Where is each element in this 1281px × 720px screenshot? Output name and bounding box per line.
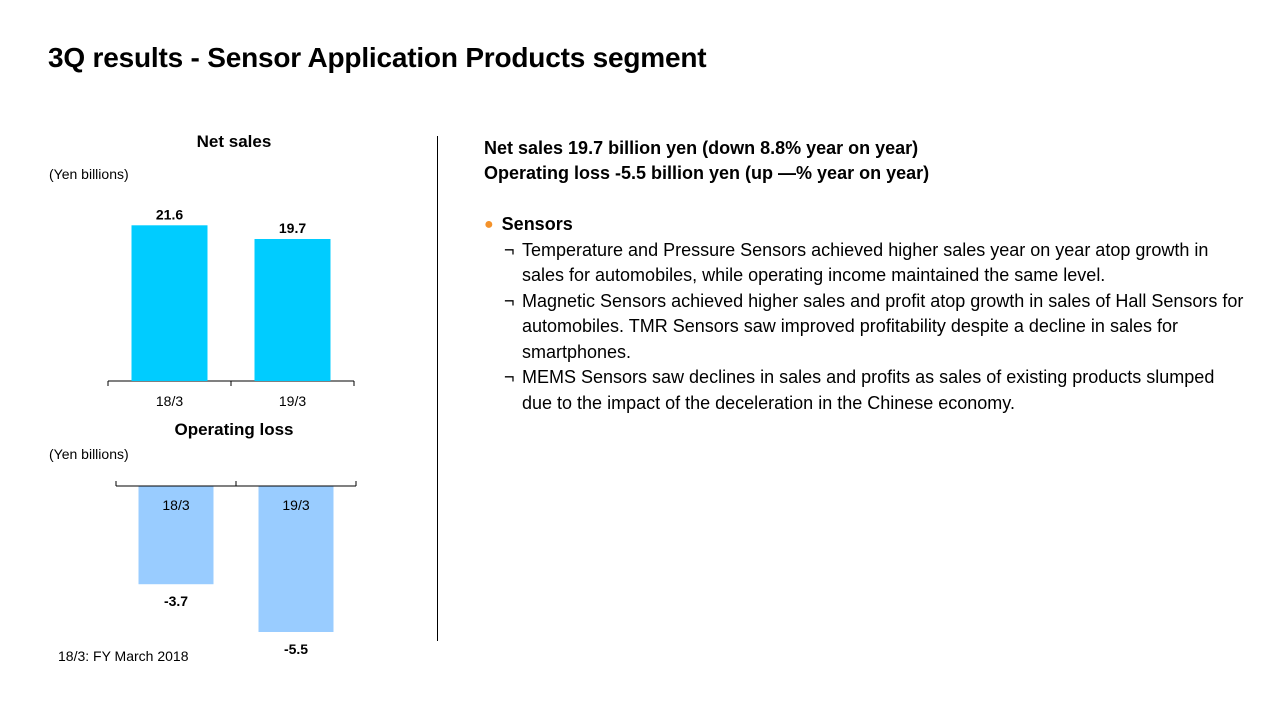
bar-value-label: -3.7 xyxy=(164,593,188,609)
net-sales-bar xyxy=(254,238,331,381)
bar-value-label: 19.7 xyxy=(279,220,306,236)
bullet-text: Temperature and Pressure Sensors achieve… xyxy=(522,239,1209,286)
bullet-text: Magnetic Sensors achieved higher sales a… xyxy=(522,290,1244,362)
bar-value-label: 21.6 xyxy=(156,206,183,222)
bullet-item: ¬ Temperature and Pressure Sensors achie… xyxy=(484,238,1244,289)
bullet-mark-icon: ¬ xyxy=(504,290,515,311)
bullet-mark-icon: ¬ xyxy=(504,239,515,260)
operating-loss-chart-title: Operating loss xyxy=(174,420,294,439)
operating-loss-bar xyxy=(258,486,334,632)
x-tick-label: 19/3 xyxy=(282,497,309,513)
operating-loss-headline: Operating loss -5.5 billion yen (up —% y… xyxy=(484,163,930,183)
footnote: 18/3: FY March 2018 xyxy=(58,648,189,664)
section-heading: ● Sensors xyxy=(484,212,1244,238)
sensors-section: ● Sensors ¬ Temperature and Pressure Sen… xyxy=(484,212,1244,416)
sensor-bullet-list: ¬ Temperature and Pressure Sensors achie… xyxy=(484,238,1244,417)
x-tick-label: 19/3 xyxy=(279,393,306,409)
slide-title: 3Q results - Sensor Application Products… xyxy=(48,42,707,73)
x-tick-label: 18/3 xyxy=(162,497,189,513)
operating-loss-bar xyxy=(138,486,214,585)
net-sales-headline: Net sales 19.7 billion yen (down 8.8% ye… xyxy=(484,138,919,158)
orange-bullet-icon: ● xyxy=(484,216,494,233)
section-title: Sensors xyxy=(501,214,573,234)
operating-loss-unit-label: (Yen billions) xyxy=(49,446,129,462)
bullet-item: ¬ MEMS Sensors saw declines in sales and… xyxy=(484,365,1244,416)
net-sales-chart-title: Net sales xyxy=(196,132,272,151)
net-sales-bar xyxy=(131,225,208,381)
bullet-item: ¬ Magnetic Sensors achieved higher sales… xyxy=(484,289,1244,366)
summary-headline: Net sales 19.7 billion yen (down 8.8% ye… xyxy=(484,136,929,186)
bullet-text: MEMS Sensors saw declines in sales and p… xyxy=(522,367,1215,413)
bullet-mark-icon: ¬ xyxy=(504,367,515,387)
net-sales-unit-label: (Yen billions) xyxy=(49,166,129,182)
vertical-divider xyxy=(437,136,438,641)
bar-value-label: -5.5 xyxy=(284,641,308,657)
x-tick-label: 18/3 xyxy=(156,393,183,409)
